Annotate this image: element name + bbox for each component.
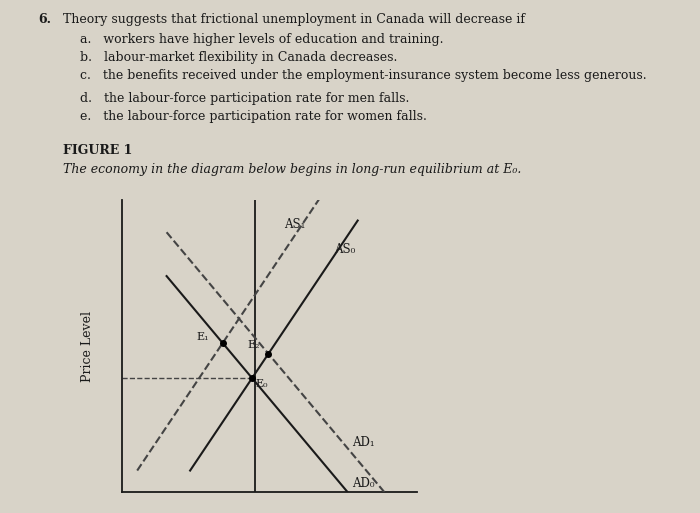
Text: Price Level: Price Level xyxy=(80,311,94,382)
Text: 6.: 6. xyxy=(38,13,52,26)
Text: The economy in the diagram below begins in long-run equilibrium at E₀.: The economy in the diagram below begins … xyxy=(63,163,522,175)
Text: E₁: E₁ xyxy=(196,332,209,342)
Text: c.   the benefits received under the employment-insurance system become less gen: c. the benefits received under the emplo… xyxy=(80,69,647,82)
Text: AD₁: AD₁ xyxy=(352,436,375,449)
Text: e.   the labour-force participation rate for women falls.: e. the labour-force participation rate f… xyxy=(80,110,428,123)
Text: Theory suggests that frictional unemployment in Canada will decrease if: Theory suggests that frictional unemploy… xyxy=(63,13,525,26)
Text: E₀: E₀ xyxy=(255,379,267,389)
Text: E₂: E₂ xyxy=(248,340,260,350)
Text: AS₀: AS₀ xyxy=(334,243,356,255)
Text: d.   the labour-force participation rate for men falls.: d. the labour-force participation rate f… xyxy=(80,92,410,105)
Text: AD₀: AD₀ xyxy=(352,477,375,489)
Text: FIGURE 1: FIGURE 1 xyxy=(63,144,132,156)
Text: b.   labour-market flexibility in Canada decreases.: b. labour-market flexibility in Canada d… xyxy=(80,51,398,64)
Text: a.   workers have higher levels of education and training.: a. workers have higher levels of educati… xyxy=(80,33,444,46)
Text: AS₁: AS₁ xyxy=(284,218,306,231)
